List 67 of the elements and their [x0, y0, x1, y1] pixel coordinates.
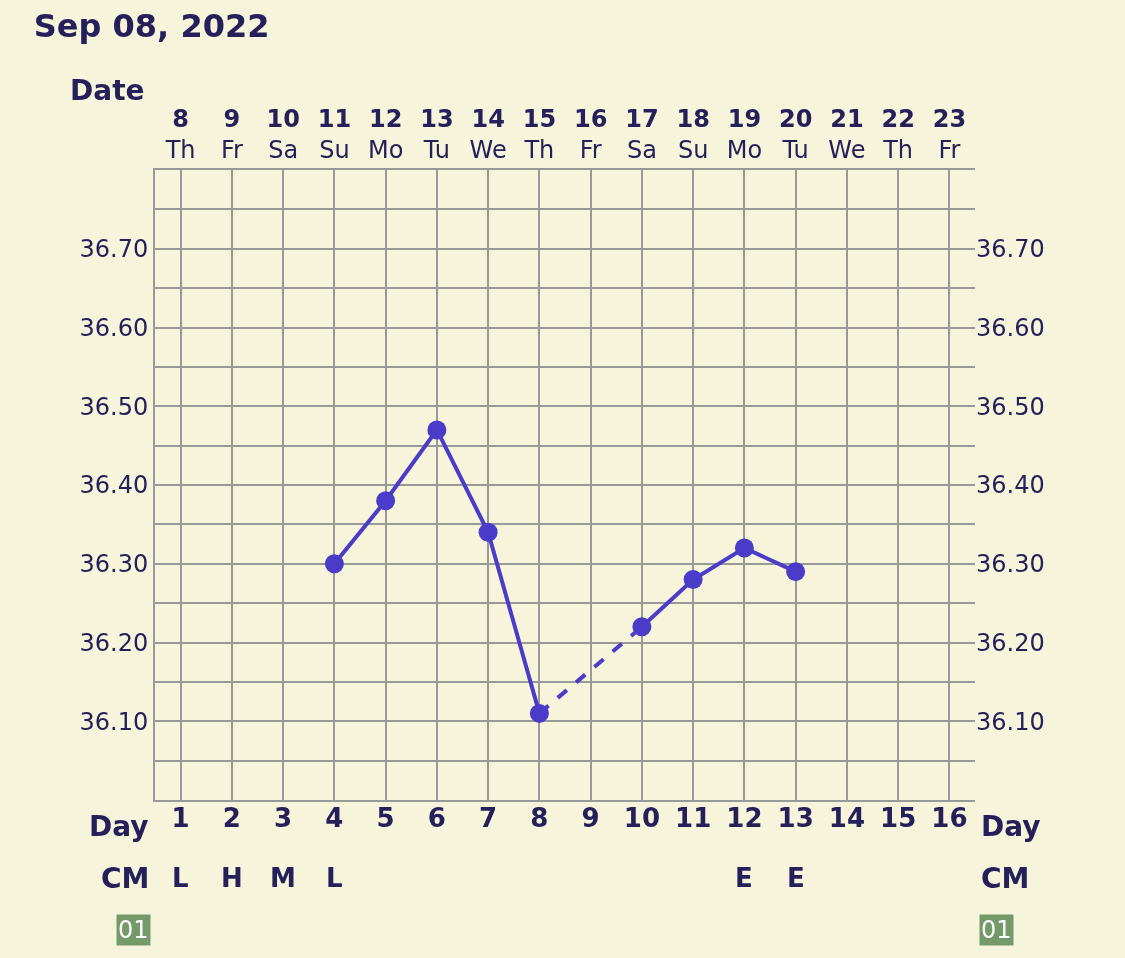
y2-tick-label: 36.20 — [976, 628, 1045, 657]
x-tick-label: 21 We — [828, 105, 866, 165]
text: Day — [89, 810, 149, 843]
x2-tick-label: 11 — [675, 803, 712, 833]
x2-tick-label: 7 — [479, 803, 498, 833]
y-tick-label: 36.40 — [79, 471, 149, 500]
x-tick-label: 12 Mo — [367, 105, 404, 165]
point — [478, 522, 498, 542]
text: 01 — [981, 916, 1012, 944]
point — [734, 538, 754, 558]
text: L — [326, 863, 343, 893]
y-tick-label: 36.70 — [79, 235, 149, 264]
x2-tick-label: 1 — [171, 803, 190, 833]
text: CM — [101, 862, 150, 895]
y-tick-label: 36.50 — [79, 392, 149, 421]
x2-tick-label: 9 — [581, 803, 600, 833]
x2-axis-title: Day — [981, 810, 1041, 843]
x2-tick-label: 10 — [623, 803, 660, 833]
x-tick-label: 20 Tu — [778, 105, 813, 165]
y-tick-label: 36.60 — [79, 313, 149, 342]
x2-tick-label: 16 — [931, 803, 968, 833]
y2-tick-label: 36.50 — [976, 392, 1045, 421]
text: M — [270, 863, 296, 893]
x-tick-label: 15 Th — [522, 105, 557, 165]
y2-tick-label: 36.60 — [976, 313, 1045, 342]
x-tick-label: 10 Sa — [266, 105, 300, 165]
text: H — [221, 863, 243, 893]
x2-tick-label: 8 — [530, 803, 549, 833]
point — [786, 562, 806, 582]
x-tick-label: 14 We — [469, 105, 507, 165]
chart-title: Sep 08, 2022 — [33, 6, 270, 45]
y-tick-label: 36.20 — [79, 628, 149, 657]
x2-tick-label: 14 — [828, 803, 865, 833]
x2-tick-label: 3 — [274, 803, 293, 833]
x2-tick-label: 12 — [726, 803, 763, 833]
x-tick-label: 17 Sa — [625, 105, 659, 165]
x2-tick-label: 13 — [777, 803, 814, 833]
text: 01 — [118, 916, 149, 944]
x-tick-label: 11 Su — [317, 105, 352, 165]
x-tick-label: 22 Th — [881, 105, 915, 165]
x-tick-label: 19 Mo — [726, 105, 763, 165]
y2-tick-label: 36.40 — [976, 471, 1045, 500]
x2-tick-label: 6 — [427, 803, 446, 833]
x2-tick-label: 2 — [222, 803, 241, 833]
point — [324, 554, 344, 574]
x2-tick-label: 15 — [880, 803, 917, 833]
x2-tick-label: 4 — [325, 803, 344, 833]
x-tick-label: 16 Fr — [573, 105, 608, 165]
y2-tick-label: 36.10 — [976, 707, 1045, 736]
y-tick-label: 36.10 — [79, 707, 149, 736]
text: CM — [981, 862, 1030, 895]
x-tick-label: 13 Tu — [420, 105, 454, 165]
text: L — [172, 863, 189, 893]
y-tick-label: 36.30 — [79, 550, 149, 579]
y2-tick-label: 36.30 — [976, 550, 1045, 579]
x2-tick-label: 5 — [376, 803, 395, 833]
x-tick-label: 9 Fr — [220, 105, 243, 165]
y2-tick-label: 36.70 — [976, 235, 1045, 264]
text: E — [787, 863, 805, 893]
x-tick-label: 23 Fr — [932, 105, 967, 165]
x-tick-label: 8 Th — [164, 105, 196, 165]
x-tick-label: 18 Su — [676, 105, 710, 165]
point — [683, 570, 703, 589]
text: E — [735, 863, 753, 893]
point — [427, 420, 447, 440]
x-axis-title: Date — [70, 74, 145, 107]
point — [376, 491, 396, 511]
